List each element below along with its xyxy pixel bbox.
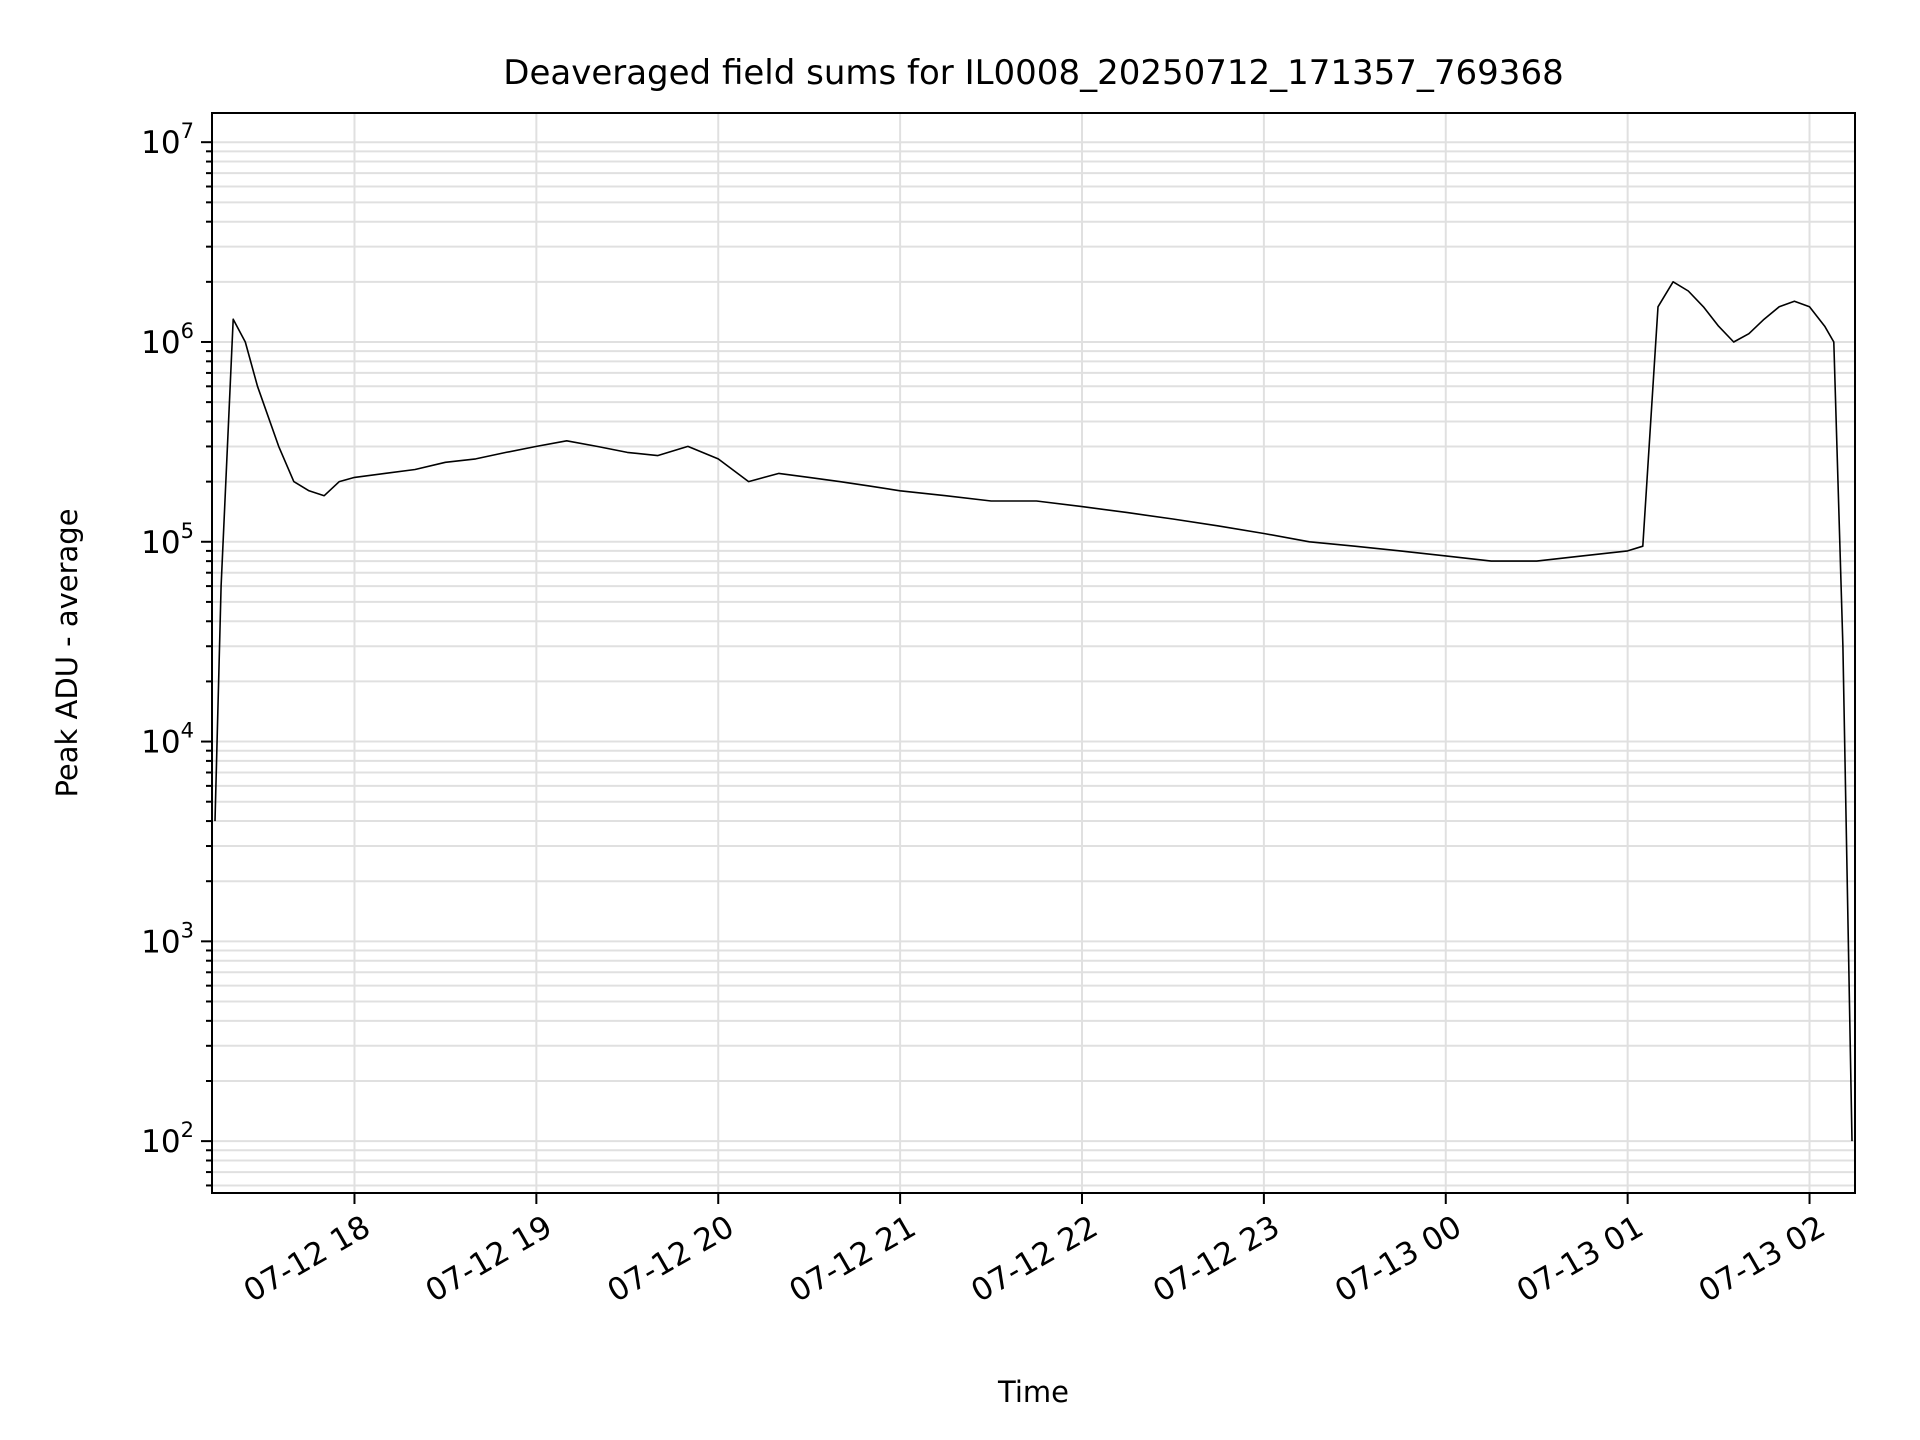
data-series-line: [214, 280, 1853, 1142]
x-axis-label: Time: [997, 1375, 1069, 1409]
plot-frame: [211, 112, 1856, 1194]
y-tick-label: 103: [141, 918, 194, 960]
y-tick-label: 107: [141, 119, 194, 161]
y-tick-label: 106: [141, 319, 194, 361]
y-tick-label: 105: [141, 519, 194, 561]
y-tick-label: 102: [141, 1118, 194, 1160]
y-axis: 102 103 104 105 106 107: [141, 119, 212, 1187]
y-axis-label: Peak ADU - average: [50, 508, 84, 797]
y-tick-label: 104: [141, 719, 194, 761]
chart-title: Deaveraged field sums for IL0008_2025071…: [503, 53, 1563, 93]
series-layer: [214, 280, 1853, 1142]
grid: [212, 113, 1855, 1193]
